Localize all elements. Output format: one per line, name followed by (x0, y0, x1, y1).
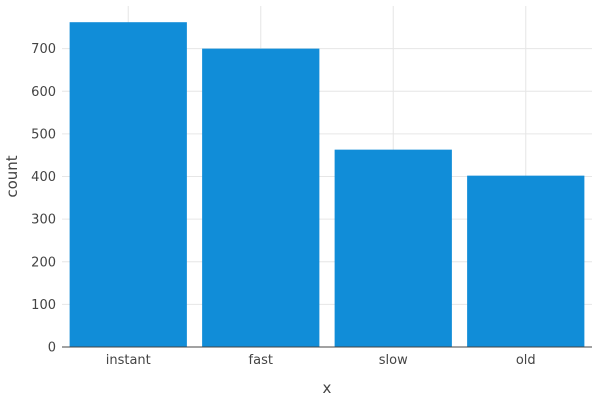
y-tick-label: 400 (31, 170, 56, 185)
y-tick-label: 500 (31, 127, 56, 142)
y-tick-label: 600 (31, 85, 56, 100)
y-tick-label: 0 (48, 341, 56, 356)
bar-instant (69, 22, 187, 347)
x-tick-labels: instant fast slow old (106, 353, 536, 368)
y-axis-title: count (3, 155, 21, 197)
y-tick-labels: 0 100 200 300 400 500 600 700 (31, 42, 56, 355)
y-tick-label: 700 (31, 42, 56, 57)
x-tick-label: slow (379, 353, 408, 368)
y-tick-label: 100 (31, 298, 56, 313)
y-tick-label: 300 (31, 213, 56, 228)
bar-fast (202, 48, 320, 347)
bars (69, 22, 585, 347)
bar-slow (334, 149, 452, 347)
x-tick-label: fast (249, 353, 273, 368)
x-axis-title: x (323, 379, 332, 397)
x-tick-label: old (516, 353, 536, 368)
bar-old (467, 175, 585, 347)
x-tick-label: instant (106, 353, 151, 368)
y-tick-label: 200 (31, 255, 56, 270)
